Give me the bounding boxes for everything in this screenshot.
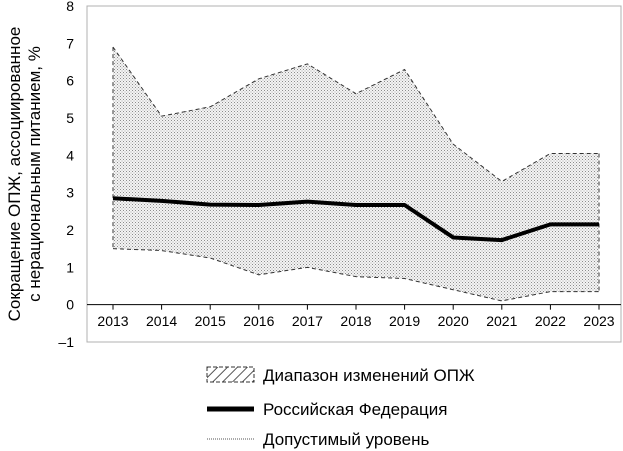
legend-swatch-range — [206, 366, 255, 383]
y-axis-label: Сокращение ОПЖ, ассоциированноес нерацио… — [5, 27, 44, 322]
y-tick-label: 8 — [66, 0, 74, 14]
y-tick-label: 3 — [66, 185, 74, 201]
legend-label-russia: Российская Федерация — [263, 400, 447, 419]
plot-area: 2013 2014 2015 2016 2017 2018 2019 2020 2021 2022… — [5, 0, 622, 350]
x-tick-label: 2020 — [438, 313, 469, 329]
legend-label-reference: Допустимый уровень — [263, 430, 429, 449]
x-tick-label: 2016 — [243, 313, 274, 329]
y-tick-label: 7 — [66, 35, 74, 51]
legend: Диапазон изменений ОПЖ Российская Федерац… — [206, 366, 475, 449]
y-axis-label-line: с нерациональным питанием, % — [25, 46, 44, 302]
y-tick-label: 4 — [66, 147, 74, 163]
x-tick-label: 2013 — [97, 313, 128, 329]
range-lower-bound — [112, 248, 599, 302]
plot-frame — [86, 5, 622, 343]
y-tick-label: 6 — [66, 73, 74, 89]
series-line-russia — [112, 196, 599, 243]
x-tick-label: 2015 — [195, 313, 226, 329]
legend-label-range: Диапазон изменений ОПЖ — [263, 366, 475, 385]
y-tick-label: –1 — [58, 334, 74, 350]
x-tick-label: 2021 — [486, 313, 517, 329]
y-tick-label: 5 — [66, 110, 74, 126]
range-area — [113, 47, 599, 301]
x-tick-label: 2018 — [340, 313, 371, 329]
x-tick-label: 2017 — [292, 313, 323, 329]
y-tick-label: 0 — [66, 297, 74, 313]
x-tick-label: 2023 — [583, 313, 614, 329]
range-upper-bound — [112, 46, 599, 183]
x-tick-label: 2014 — [146, 313, 177, 329]
x-tick-label: 2022 — [535, 313, 566, 329]
y-tick-label: 1 — [66, 259, 74, 275]
y-axis-label-line: Сокращение ОПЖ, ассоциированное — [5, 27, 24, 322]
y-tick-label: 2 — [66, 222, 74, 238]
x-tick-label: 2019 — [389, 313, 420, 329]
